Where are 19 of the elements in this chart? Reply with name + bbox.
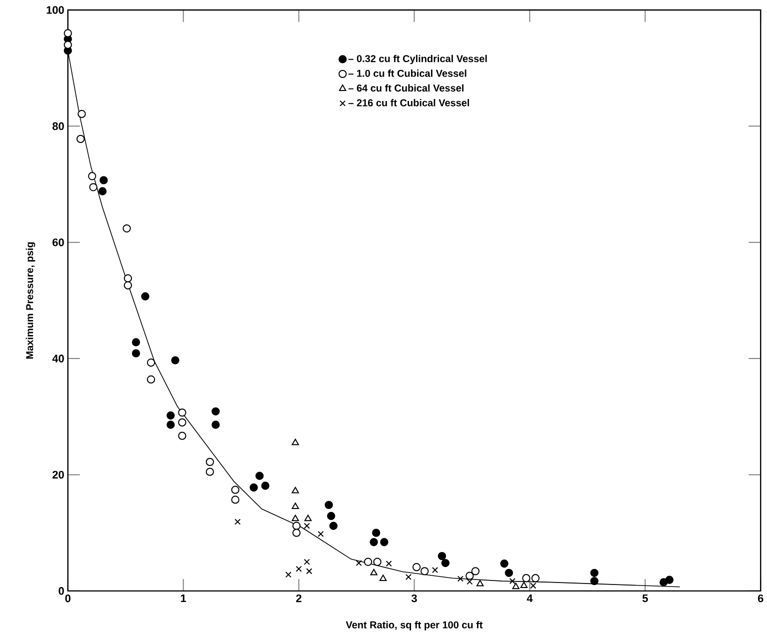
- x-tick-label: 2: [296, 594, 302, 602]
- y-tick-label: 0: [58, 587, 64, 595]
- y-tick-label: 40: [52, 354, 64, 363]
- y-tick-label: 60: [52, 238, 64, 246]
- x-axis-title: Vent Ratio, sq ft per 100 cu ft: [346, 621, 483, 630]
- x-tick-label: 0: [65, 594, 70, 602]
- x-tick-label: 4: [526, 594, 533, 602]
- legend-label: – 0.32 cu ft Cylindrical Vessel: [348, 54, 487, 64]
- x-tick-label: 3: [411, 594, 417, 602]
- y-tick-label: 100: [46, 6, 64, 14]
- x-tick-label: 6: [758, 594, 764, 602]
- legend-label: – 64 cu ft Cubical Vessel: [348, 84, 464, 92]
- legend-label: – 1.0 cu ft Cubical Vessel: [348, 70, 466, 77]
- x-tick-label: 1: [180, 594, 186, 602]
- y-tick-label: 80: [52, 122, 64, 130]
- legend-label: – 216 cu ft Cubical Vessel: [348, 99, 470, 106]
- y-tick-label: 20: [52, 470, 64, 479]
- x-tick-label: 5: [642, 594, 648, 602]
- y-axis-title: Maximum Pressure, psig: [26, 242, 36, 359]
